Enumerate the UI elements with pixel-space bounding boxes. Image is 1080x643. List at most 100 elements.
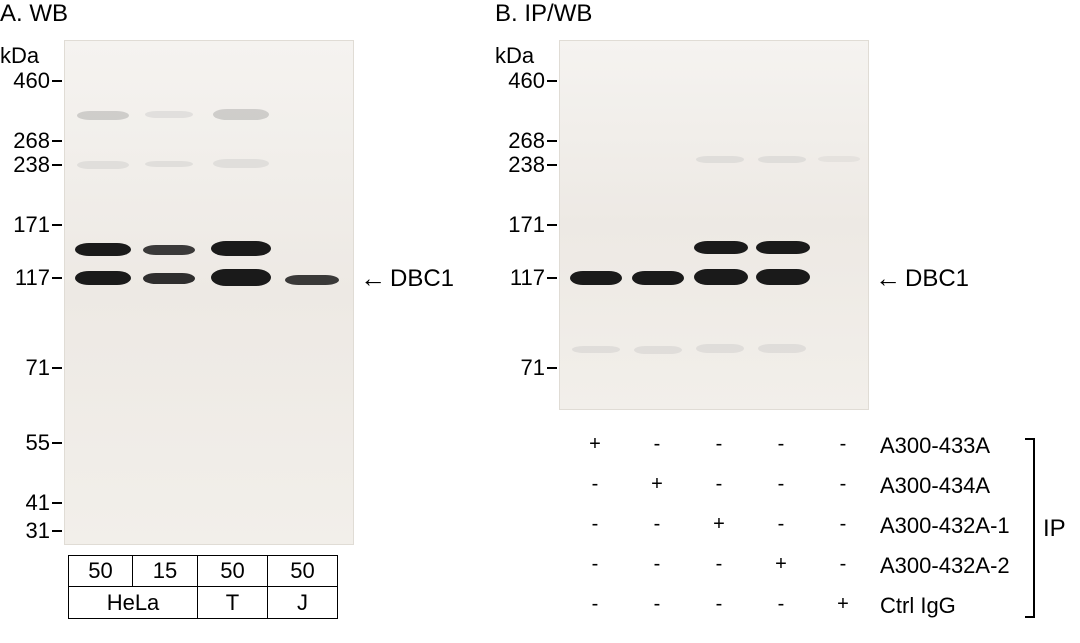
band [758,156,806,163]
arrow-icon: ← [360,263,386,294]
mw-41-a: 41 [5,490,50,516]
lane-src-t: T [198,587,268,619]
ip-bracket [1025,438,1035,618]
band [694,269,748,285]
band [75,271,131,285]
mw-55-a: 55 [5,430,50,456]
band [756,269,810,285]
ip-ab-3: A300-432A-2 [880,553,1010,579]
mw-71-b: 71 [500,355,545,381]
lane-src-j: J [268,587,338,619]
mw-268-a: 268 [5,128,50,154]
blot-a [64,40,354,545]
band [213,109,269,120]
band [77,111,129,120]
band [213,159,269,168]
lane-amt-1: 50 [68,555,133,587]
ip-sym: + [580,433,610,456]
tick [547,164,557,166]
band [758,344,806,353]
ip-sym: - [704,433,734,456]
tick [52,80,62,82]
ip-sym: - [828,553,858,576]
band [696,156,744,163]
band [570,271,622,285]
band [818,156,860,162]
ip-sym: - [704,473,734,496]
tick [52,367,62,369]
panel-a-kda: kDa [0,43,39,69]
band [285,275,339,285]
tick [52,140,62,142]
tick [52,442,62,444]
ip-sym: - [766,473,796,496]
lane-amt-4: 50 [268,555,338,587]
mw-268-b: 268 [500,128,545,154]
band [75,243,131,256]
ip-sym: - [704,593,734,616]
ip-sym: - [828,433,858,456]
panel-b-title: B. IP/WB [495,0,592,28]
lane-amt-3: 50 [198,555,268,587]
band [632,271,684,285]
ip-sym: - [642,433,672,456]
ip-ab-1: A300-434A [880,473,990,499]
mw-71-a: 71 [5,355,50,381]
ip-sym: - [580,473,610,496]
arrow-icon: ← [875,263,901,294]
target-a: DBC1 [390,265,454,293]
mw-117-b: 117 [500,265,545,291]
band [572,346,620,353]
band [145,161,193,167]
tick [52,164,62,166]
mw-238-a: 238 [5,152,50,178]
ip-sym: + [828,593,858,616]
ip-sym: + [642,473,672,496]
panel-a-title: A. WB [0,0,68,28]
ip-sym: - [766,513,796,536]
tick [547,367,557,369]
target-b: DBC1 [905,265,969,293]
band [694,241,748,254]
band [696,344,744,353]
ip-sym: - [828,513,858,536]
tick [52,502,62,504]
ip-ab-2: A300-432A-1 [880,513,1010,539]
tick [547,140,557,142]
mw-31-a: 31 [5,518,50,544]
tick [52,530,62,532]
tick [547,224,557,226]
ip-sym: - [828,473,858,496]
ip-sym: + [704,513,734,536]
band [211,269,271,286]
ip-sym: - [580,593,610,616]
lane-amt-2: 15 [133,555,198,587]
panel-a: A. WB kDa 460 268 238 171 117 71 55 41 3… [0,0,490,643]
mw-171-a: 171 [5,212,50,238]
ip-sym: - [642,553,672,576]
ip-sym: - [580,553,610,576]
mw-460-b: 460 [500,68,545,94]
ip-sym: + [766,553,796,576]
blot-b [559,40,869,410]
mw-171-b: 171 [500,212,545,238]
tick [547,277,557,279]
ip-sym: - [766,433,796,456]
ip-ab-0: A300-433A [880,433,990,459]
band [143,245,195,255]
panel-b: B. IP/WB kDa 460 268 238 171 117 71 ← DB… [495,0,1080,643]
panel-b-kda: kDa [495,43,534,69]
mw-460-a: 460 [5,68,50,94]
ip-sym: - [580,513,610,536]
ip-sym: - [704,553,734,576]
band [143,273,195,284]
tick [52,224,62,226]
ip-ab-4: Ctrl IgG [880,593,956,619]
tick [52,277,62,279]
ip-sym: - [766,593,796,616]
band [756,241,810,254]
band [634,346,682,354]
ip-sym: - [642,593,672,616]
band [211,241,271,256]
ip-group-label: IP [1043,515,1066,543]
